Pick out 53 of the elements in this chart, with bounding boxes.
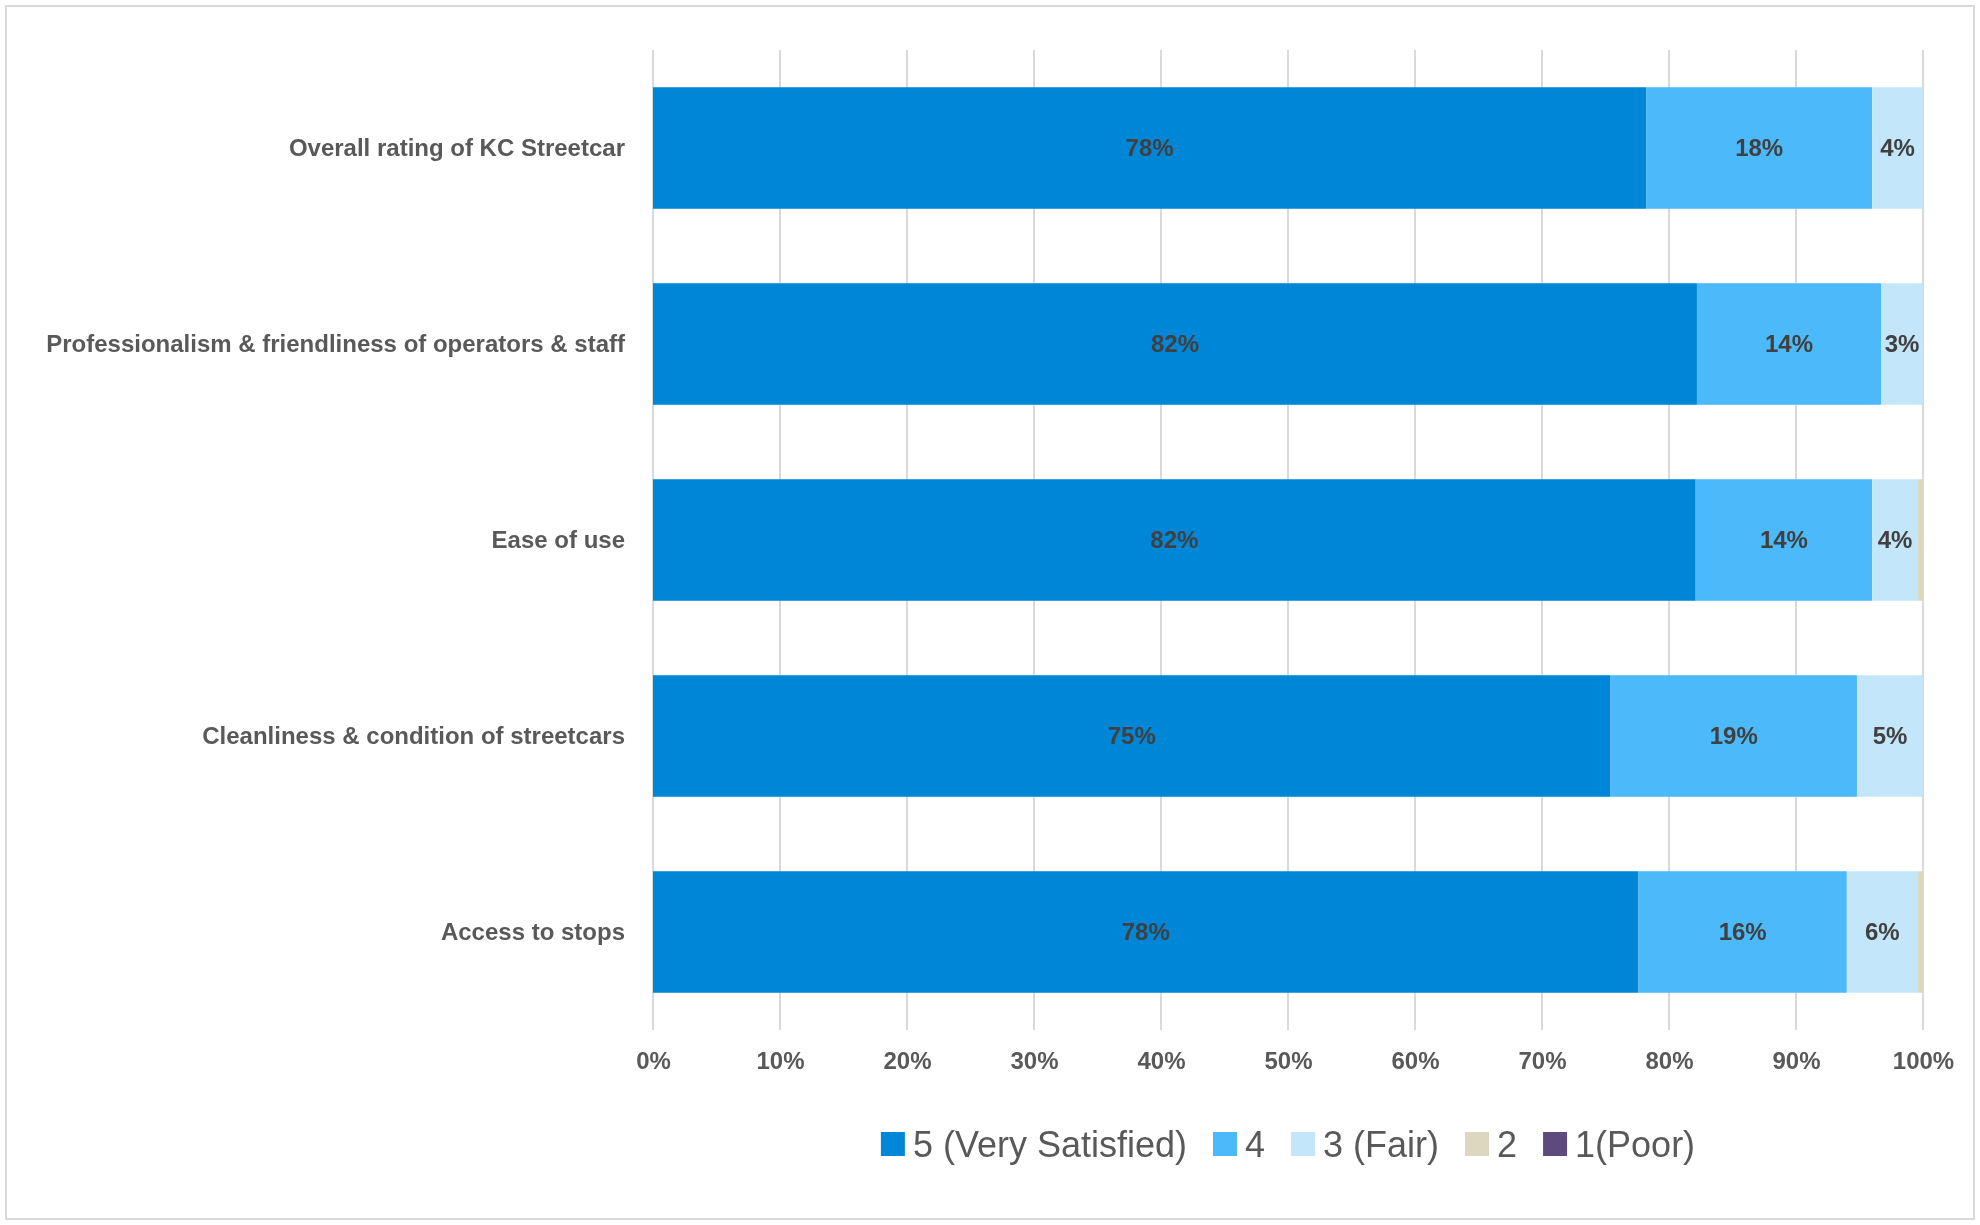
y-tick-label: Access to stops (440, 917, 625, 945)
legend-label: 5 (Very Satisfied) (912, 1123, 1188, 1165)
legend-label: 4 (1245, 1123, 1266, 1165)
data-label: 16% (1718, 918, 1767, 946)
x-tick-label: 50% (1264, 1047, 1313, 1075)
data-label: 19% (1709, 722, 1758, 750)
bar (1872, 87, 1923, 209)
x-tick-label: 10% (756, 1047, 805, 1075)
x-tick-label: 60% (1391, 1047, 1440, 1075)
data-label: 18% (1735, 134, 1784, 162)
x-tick-label: 100% (1892, 1047, 1955, 1075)
bar (653, 283, 1697, 405)
bar (653, 87, 1647, 209)
data-label: 4% (1877, 526, 1913, 554)
bar (653, 871, 1639, 993)
data-label: 5% (1872, 722, 1908, 750)
data-label: 78% (1121, 918, 1170, 946)
x-tick-label: 80% (1645, 1047, 1694, 1075)
bar (1856, 675, 1923, 797)
x-tick-label: 30% (1010, 1047, 1059, 1075)
x-tick-label: 40% (1137, 1047, 1186, 1075)
legend-label: 3 (Fair) (1323, 1123, 1440, 1165)
legend-label: 1(Poor) (1575, 1123, 1696, 1165)
legend-label: 2 (1497, 1123, 1518, 1165)
data-label: 78% (1125, 134, 1174, 162)
bar (1881, 283, 1923, 405)
x-tick-label: 20% (883, 1047, 932, 1075)
bar (1917, 871, 1923, 993)
y-tick-label: Professionalism & friendliness of operators & staff (46, 329, 626, 357)
x-tick-label: 90% (1772, 1047, 1821, 1075)
data-label: 75% (1107, 722, 1156, 750)
y-tick-label: Ease of use (491, 525, 625, 553)
bar (653, 675, 1611, 797)
data-label: 14% (1759, 526, 1808, 554)
x-tick-label: 70% (1518, 1047, 1567, 1075)
y-tick-label: Overall rating of KC Streetcar (288, 133, 625, 161)
bar (1646, 87, 1873, 209)
data-label: 3% (1884, 330, 1920, 358)
data-label: 4% (1880, 134, 1915, 162)
bar (1638, 871, 1847, 993)
bar (1695, 479, 1873, 601)
bar (1846, 871, 1918, 993)
bar (1917, 479, 1923, 601)
data-label: 82% (1150, 330, 1199, 358)
bar (653, 479, 1696, 601)
data-label: 14% (1764, 330, 1814, 358)
data-label: 82% (1150, 526, 1199, 554)
data-label: 6% (1865, 918, 1900, 946)
bar (1872, 479, 1918, 601)
x-tick-label: 0% (636, 1047, 671, 1075)
y-tick-label: Cleanliness & condition of streetcars (202, 721, 625, 749)
bar (1696, 283, 1882, 405)
bar (1610, 675, 1857, 797)
